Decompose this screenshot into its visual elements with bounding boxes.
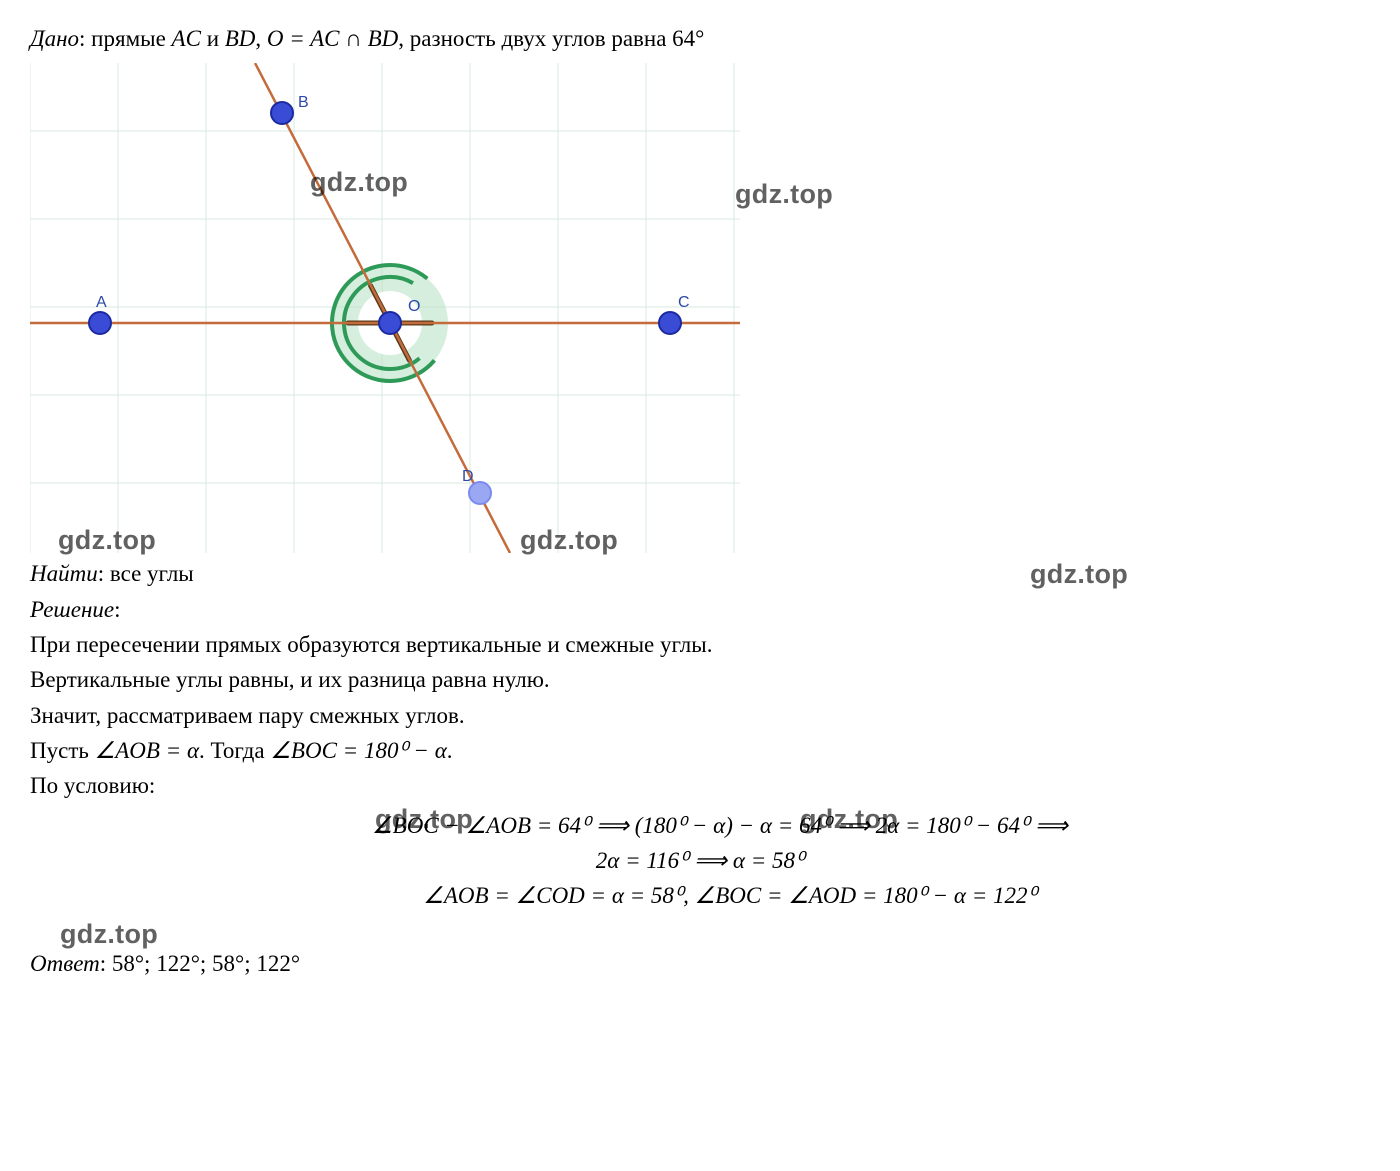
given-tail: , разность двух углов равна 64° — [398, 26, 704, 51]
solution-line-2: Вертикальные углы равны, и их разница ра… — [30, 663, 1370, 696]
and-word: и — [201, 26, 225, 51]
l4-d: ∠BOC = 180⁰ − α — [270, 738, 446, 763]
diagram-svg: A B O C D — [30, 63, 740, 553]
answer-label: Ответ — [30, 951, 100, 976]
solution-label: Решение — [30, 597, 114, 622]
find-label: Найти — [30, 561, 98, 586]
seg-bd: BD — [225, 26, 256, 51]
svg-text:O: O — [408, 298, 420, 315]
find-line: Найти: все углы — [30, 557, 1370, 590]
equation-1: ∠BOC − ∠AOB = 64⁰ ⟹ (180⁰ − α) − α = 64⁰… — [30, 805, 1370, 842]
equation-3: ∠AOB = ∠COD = α = 58⁰, ∠BOC = ∠AOD = 180… — [30, 879, 1370, 912]
seg-ac: AC — [172, 26, 201, 51]
watermark-icon: gdz.top — [735, 175, 833, 214]
svg-text:D: D — [462, 468, 474, 485]
find-text: : все углы — [98, 561, 194, 586]
svg-text:C: C — [678, 294, 690, 311]
given-line: Дано: прямые AC и BD, O = AC ∩ BD, разно… — [30, 22, 1370, 55]
colon: : — [114, 597, 120, 622]
svg-text:A: A — [96, 294, 107, 311]
l4-a: Пусть — [30, 738, 95, 763]
given-text: : прямые — [79, 26, 172, 51]
l4-c: . Тогда — [199, 738, 270, 763]
solution-heading: Решение: — [30, 593, 1370, 626]
l4-e: . — [447, 738, 453, 763]
o-eq: O = AC ∩ BD — [267, 26, 398, 51]
comma: , — [255, 26, 267, 51]
given-label: Дано — [30, 26, 79, 51]
l4-b: ∠AOB = α — [95, 738, 199, 763]
equation-2: 2α = 116⁰ ⟹ α = 58⁰ — [30, 844, 1370, 877]
solution-line-1: При пересечении прямых образуются вертик… — [30, 628, 1370, 661]
answer-line: Ответ: 58°; 122°; 58°; 122° — [30, 947, 1370, 980]
svg-text:B: B — [298, 94, 309, 111]
answer-text: : 58°; 122°; 58°; 122° — [100, 951, 300, 976]
solution-line-4: Пусть ∠AOB = α. Тогда ∠BOC = 180⁰ − α. — [30, 734, 1370, 767]
solution-line-3: Значит, рассматриваем пару смежных углов… — [30, 699, 1370, 732]
geometry-diagram: ABOCD gdz.top gdz.top gdz.top — [30, 63, 740, 553]
solution-line-5: По условию: — [30, 769, 1370, 802]
